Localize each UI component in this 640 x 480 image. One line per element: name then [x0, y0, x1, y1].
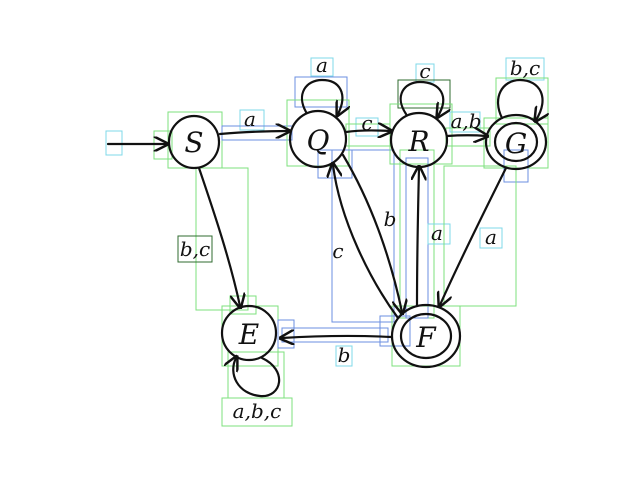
edge-line [399, 80, 443, 116]
edge-label: c [332, 239, 343, 263]
state-S: S [167, 114, 221, 170]
state-circle [288, 109, 348, 169]
edge-label: c [419, 59, 430, 83]
edge-line [440, 166, 508, 305]
state-Q: Q [288, 109, 348, 169]
edge-line [282, 336, 394, 338]
state-E: E [220, 304, 278, 362]
edge-line [233, 358, 281, 398]
edge-label: b,c [180, 237, 210, 261]
edge-line [300, 78, 342, 114]
state-inner-circle [399, 312, 453, 360]
edge-label: a,b,c [233, 399, 282, 423]
state-label: R [407, 125, 429, 158]
state-label: E [238, 318, 259, 351]
state-R: R [389, 111, 449, 169]
edge-line [445, 135, 486, 136]
transition-Q-Q: a [300, 53, 342, 114]
edge-label: c [361, 111, 372, 135]
edge-line [197, 166, 240, 306]
transition-S-E: b,c [180, 166, 240, 306]
transition-G-F: a [440, 166, 508, 305]
edge-label: b [384, 207, 397, 231]
edge-label: a [244, 107, 256, 131]
transition-E-E: a,b,c [233, 358, 282, 423]
state-label: F [415, 321, 437, 354]
edge-label: b [338, 343, 351, 367]
state-inner-circle [493, 121, 539, 163]
edge-label: a [431, 221, 443, 245]
state-F: F [390, 303, 462, 369]
edge-label: a,b [450, 109, 481, 133]
transition-R-R: c [399, 59, 443, 116]
transition-F-Q: c [332, 165, 400, 320]
edge-line [344, 130, 390, 132]
transition-S-Q: a [218, 107, 288, 134]
edge-line [333, 165, 400, 320]
state-label: G [505, 127, 527, 160]
edge-label: b,c [510, 56, 540, 80]
state-G: G [484, 113, 548, 171]
edge-line [417, 168, 419, 308]
state-label: Q [307, 124, 330, 157]
edge-line [341, 153, 402, 312]
edge-label: a [485, 225, 497, 249]
transition-Q-R: c [344, 111, 390, 135]
transition-G-G: b,c [496, 56, 542, 120]
edge-label: a [316, 53, 328, 77]
edge-line [496, 78, 542, 120]
transition-F-R: a [417, 168, 443, 308]
edge-line [218, 131, 288, 134]
transition-Q-F: b [341, 153, 402, 312]
state-circle [220, 304, 278, 362]
state-label: S [184, 126, 203, 159]
transition-F-E: b [282, 336, 394, 367]
transition-R-G: a,b [445, 109, 486, 136]
